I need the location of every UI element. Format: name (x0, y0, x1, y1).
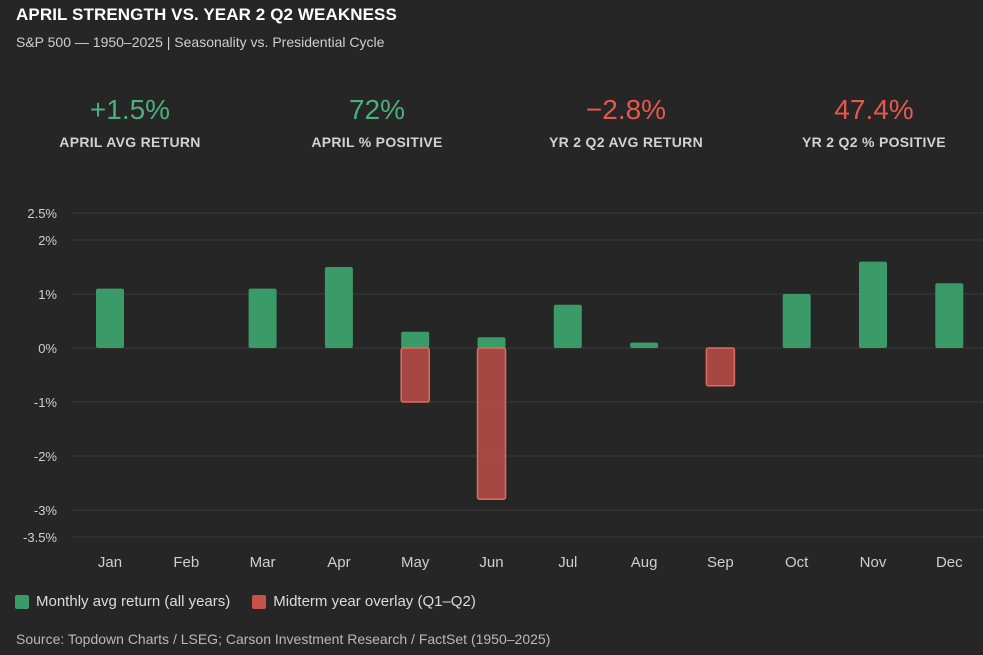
bar-chart: 2.5% 2% 1% 0% -1% -2% -3% -3.5% Jan Feb Mar Apr May J… (23, 206, 983, 571)
chart-subtitle: S&P 500 — 1950–2025 | Seasonality vs. Pr… (16, 34, 385, 50)
y-tick-label: -2% (34, 449, 58, 464)
legend-item-midterm-overlay: Midterm year overlay (Q1–Q2) (252, 593, 476, 610)
bar-monthly-apr (324, 267, 353, 348)
kpi-value: −2.8% (585, 94, 667, 125)
x-tick-label: Nov (860, 554, 887, 571)
kpi-april-avg-return: +1.5% APRIL AVG RETURN (20, 92, 240, 150)
x-tick-label: Dec (936, 554, 963, 571)
x-tick-label: Apr (327, 554, 350, 571)
bar-monthly-jan (96, 288, 124, 348)
x-tick-label: Jul (558, 554, 577, 571)
x-tick-label: Aug (631, 554, 658, 571)
kpi-april-pct-positive: 72% APRIL % POSITIVE (267, 92, 487, 150)
y-tick-label: -3% (34, 503, 58, 518)
y-tick-label: 1% (38, 287, 57, 302)
bar-monthly-aug (630, 342, 659, 348)
x-tick-label: Jan (98, 554, 122, 571)
bar-monthly-jun (477, 337, 506, 348)
legend-swatch-red (252, 594, 267, 609)
legend-label: Midterm year overlay (Q1–Q2) (273, 593, 476, 610)
y-tick-label: 2.5% (27, 206, 57, 221)
legend-item-monthly-avg: Monthly avg return (all years) (15, 593, 230, 610)
y-tick-label: 0% (38, 341, 57, 356)
y-tick-label: -1% (34, 395, 58, 410)
kpi-label: APRIL % POSITIVE (311, 134, 443, 150)
bar-monthly-jul (553, 304, 582, 348)
legend-swatch-green (15, 594, 29, 609)
source-note: Source: Topdown Charts / LSEG; Carson In… (16, 631, 551, 647)
y-tick-label: -3.5% (23, 530, 57, 545)
kpi-yr2-q2-avg-return: −2.8% YR 2 Q2 AVG RETURN (516, 92, 736, 150)
bar-monthly-nov (859, 261, 887, 348)
kpi-label: YR 2 Q2 % POSITIVE (802, 134, 946, 150)
bar-midterm-jun (476, 347, 507, 500)
x-tick-label: Sep (707, 554, 734, 571)
x-tick-label: Mar (250, 554, 276, 571)
chart-legend: Monthly avg return (all years) Midterm y… (15, 593, 498, 610)
bar-monthly-may (401, 331, 430, 348)
x-tick-label: Feb (173, 554, 199, 571)
bar-monthly-dec (935, 283, 964, 348)
chart-title: APRIL STRENGTH VS. YEAR 2 Q2 WEAKNESS (16, 5, 397, 24)
bar-midterm-sep (705, 347, 736, 387)
legend-label: Monthly avg return (all years) (36, 593, 231, 610)
kpi-value: 47.4% (834, 94, 914, 125)
bar-monthly-oct (782, 294, 811, 348)
kpi-value: 72% (348, 94, 406, 125)
y-tick-label: 2% (38, 233, 57, 248)
kpi-label: APRIL AVG RETURN (59, 134, 201, 150)
kpi-yr2-q2-pct-positive: 47.4% YR 2 Q2 % POSITIVE (764, 92, 983, 150)
bar-monthly-mar (248, 288, 277, 348)
x-tick-label: Jun (479, 554, 503, 571)
bar-midterm-may (400, 347, 430, 403)
x-tick-label: Oct (785, 554, 809, 571)
kpi-label: YR 2 Q2 AVG RETURN (549, 134, 703, 150)
x-tick-label: May (401, 554, 430, 571)
kpi-value: +1.5% (89, 94, 171, 125)
